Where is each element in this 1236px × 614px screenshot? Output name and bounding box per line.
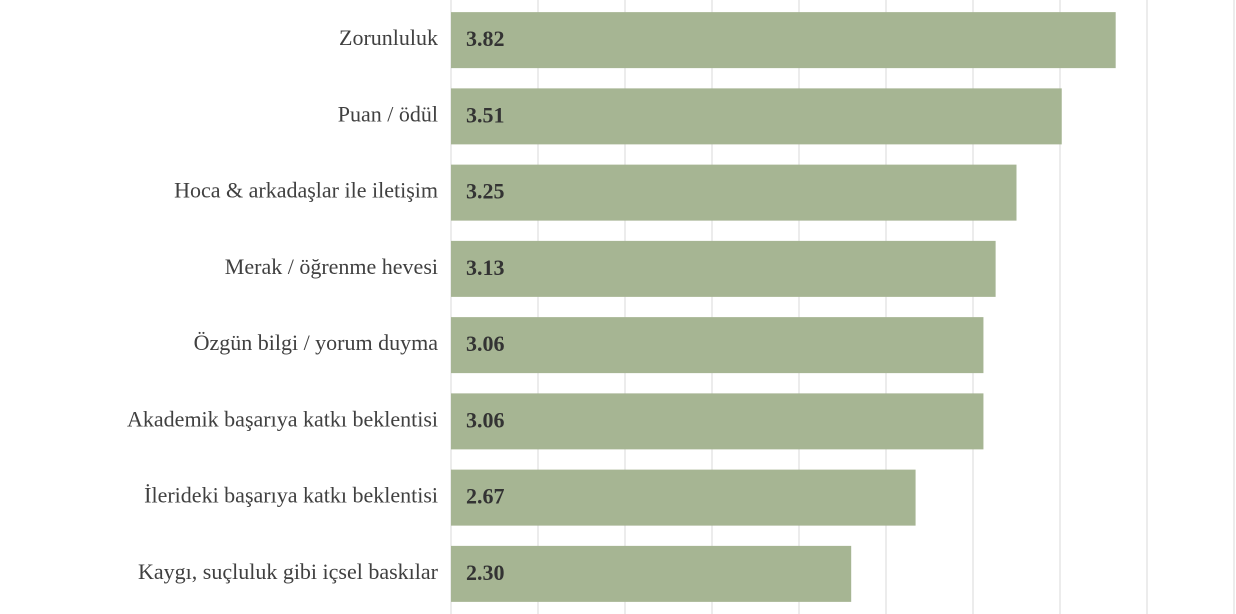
y-tick-label: Özgün bilgi / yorum duyma	[194, 330, 439, 355]
y-tick-label: Kaygı, suçluluk gibi içsel baskılar	[138, 559, 439, 584]
bar	[451, 12, 1116, 69]
y-tick-label: Hoca & arkadaşlar ile iletişim	[174, 178, 438, 203]
data-label: 3.06	[466, 407, 505, 432]
data-label: 3.82	[466, 26, 505, 51]
data-label: 3.51	[466, 102, 505, 127]
bar	[451, 240, 996, 297]
bar	[451, 545, 852, 602]
y-tick-label: Akademik başarıya katkı beklentisi	[127, 406, 438, 431]
data-label: 2.30	[466, 560, 505, 585]
y-tick-label: Zorunluluk	[339, 25, 438, 50]
data-label: 2.67	[466, 484, 505, 509]
y-tick-label: Merak / öğrenme hevesi	[225, 254, 438, 279]
bar	[451, 88, 1062, 145]
y-tick-label: Puan / ödül	[338, 101, 438, 126]
y-tick-label: İlerideki başarıya katkı beklentisi	[144, 483, 438, 508]
bar	[451, 393, 984, 450]
bar	[451, 317, 984, 374]
data-label: 3.06	[466, 331, 505, 356]
data-label: 3.13	[466, 255, 505, 280]
data-label: 3.25	[466, 179, 505, 204]
bar	[451, 469, 916, 526]
bar	[451, 164, 1017, 221]
